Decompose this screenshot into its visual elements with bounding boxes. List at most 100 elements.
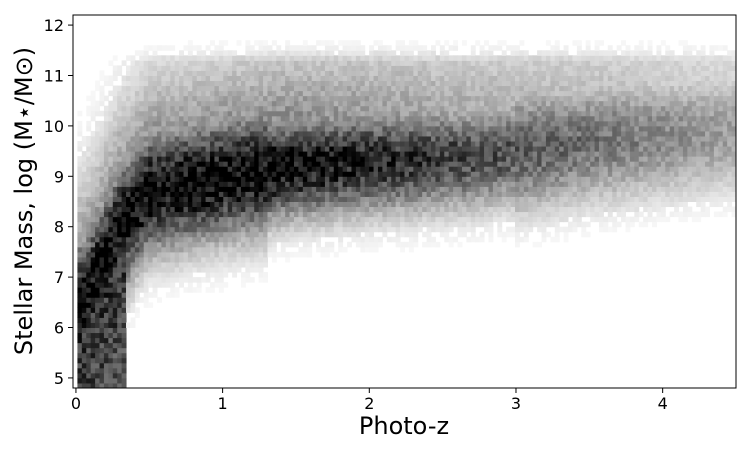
heatmap-cell [311, 70, 317, 76]
heatmap-cell [373, 75, 379, 82]
heatmap-cell [320, 161, 326, 167]
heatmap-cell [360, 156, 366, 162]
heatmap-cell [103, 337, 109, 344]
heatmap-cell [360, 161, 366, 167]
heatmap-cell [475, 120, 481, 127]
heatmap-cell [453, 211, 459, 218]
heatmap-cell [223, 120, 229, 127]
heatmap-cell [333, 125, 339, 132]
heatmap-cell [285, 141, 291, 147]
heatmap-cell [585, 90, 591, 97]
heatmap-cell [196, 90, 202, 97]
heatmap-cell [515, 176, 520, 182]
heatmap-cell [143, 267, 149, 273]
heatmap-cell [276, 191, 282, 197]
heatmap-cell [537, 156, 543, 162]
heatmap-cell [355, 130, 361, 137]
heatmap-cell [294, 110, 299, 117]
heatmap-cell [333, 115, 339, 122]
heatmap-cell [528, 130, 534, 137]
heatmap-cell [572, 70, 578, 76]
heatmap-cell [364, 141, 370, 147]
heatmap-cell [302, 226, 308, 233]
heatmap-cell [329, 80, 335, 87]
heatmap-cell [126, 297, 131, 303]
heatmap-cell [214, 55, 220, 61]
heatmap-cell [267, 120, 273, 127]
heatmap-cell [404, 125, 410, 132]
heatmap-cell [439, 115, 445, 122]
heatmap-cell [439, 226, 445, 233]
heatmap-cell [187, 65, 193, 71]
heatmap-cell [271, 75, 277, 82]
heatmap-cell [294, 176, 299, 182]
heatmap-cell [338, 135, 344, 142]
heatmap-cell [192, 277, 198, 283]
heatmap-cell [99, 206, 105, 213]
heatmap-cell [95, 196, 101, 202]
heatmap-cell [95, 130, 101, 137]
heatmap-cell [581, 115, 587, 122]
heatmap-cell [515, 95, 520, 102]
heatmap-cell [192, 55, 198, 61]
heatmap-cell [426, 166, 432, 172]
heatmap-cell [382, 226, 388, 233]
heatmap-cell [488, 105, 494, 112]
heatmap-cell [563, 181, 569, 187]
heatmap-cell [488, 181, 494, 187]
heatmap-cell [532, 115, 538, 122]
heatmap-cell [386, 201, 392, 208]
heatmap-cell [148, 156, 154, 162]
heatmap-cell [400, 241, 405, 248]
heatmap-cell [90, 297, 96, 303]
heatmap-cell [302, 105, 308, 112]
heatmap-cell [95, 337, 101, 344]
heatmap-cell [360, 110, 366, 117]
heatmap-cell [377, 55, 383, 61]
heatmap-cell [139, 70, 145, 76]
heatmap-cell [130, 196, 136, 202]
heatmap-cell [360, 65, 366, 71]
heatmap-cell [576, 60, 582, 66]
heatmap-cell [249, 196, 255, 202]
heatmap-cell [417, 100, 423, 107]
heatmap-cell [417, 156, 423, 162]
heatmap-cell [444, 75, 450, 82]
heatmap-cell [324, 70, 330, 76]
heatmap-cell [532, 201, 538, 208]
heatmap-cell [373, 60, 379, 66]
heatmap-cell [316, 191, 322, 197]
heatmap-cell [156, 221, 162, 228]
heatmap-cell [121, 130, 127, 137]
heatmap-cell [497, 166, 503, 172]
heatmap-cell [395, 55, 401, 61]
heatmap-cell [382, 90, 388, 97]
heatmap-cell [426, 201, 432, 208]
heatmap-cell [488, 201, 494, 208]
heatmap-cell [103, 322, 109, 329]
heatmap-cell [347, 55, 352, 61]
heatmap-cell [285, 110, 291, 117]
heatmap-cell [271, 90, 277, 97]
heatmap-cell [444, 100, 450, 107]
heatmap-cell [161, 110, 167, 117]
heatmap-cell [112, 367, 118, 374]
heatmap-cell [360, 221, 366, 228]
heatmap-cell [103, 332, 109, 339]
heatmap-cell [347, 100, 352, 107]
heatmap-cell [294, 201, 299, 208]
heatmap-cell [528, 120, 534, 127]
heatmap-cell [201, 256, 207, 263]
heatmap-cell [324, 105, 330, 112]
heatmap-cell [179, 55, 184, 61]
heatmap-cell [550, 201, 556, 208]
heatmap-cell [143, 282, 149, 288]
heatmap-cell [351, 85, 357, 92]
heatmap-cell [280, 156, 286, 162]
heatmap-cell [382, 206, 388, 213]
heatmap-cell [324, 130, 330, 137]
heatmap-cell [400, 186, 405, 192]
heatmap-cell [408, 40, 414, 46]
heatmap-cell [413, 90, 419, 97]
heatmap-cell [537, 226, 543, 233]
